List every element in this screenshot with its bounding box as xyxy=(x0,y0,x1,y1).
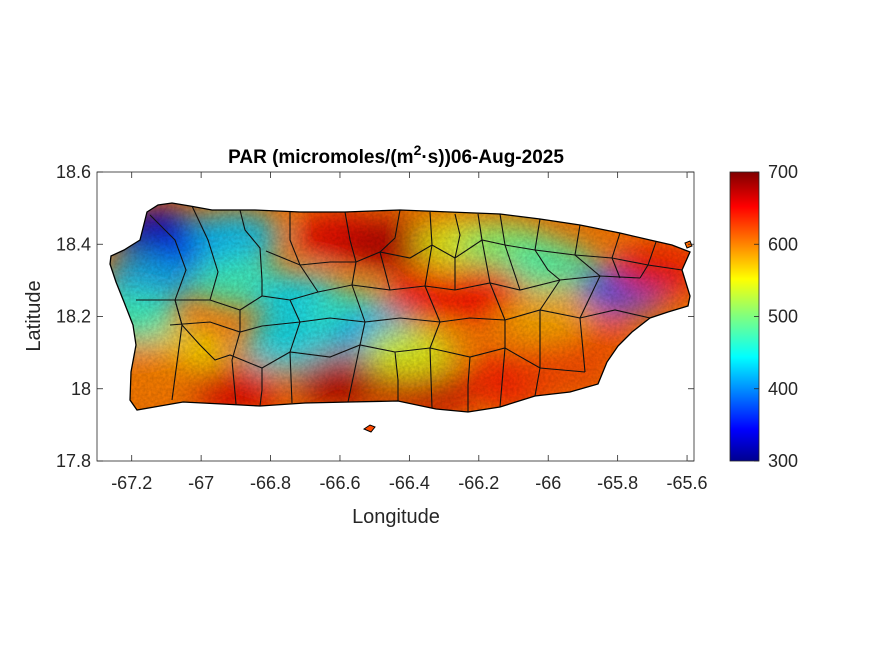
x-tick-label: -65.6 xyxy=(667,473,708,493)
boundary-line xyxy=(534,218,561,281)
boundary-line xyxy=(289,212,319,293)
boundary-line xyxy=(579,275,601,373)
boundary-line xyxy=(344,211,357,286)
boundary-line xyxy=(239,209,263,296)
x-tick-label: -65.8 xyxy=(597,473,638,493)
boundary-line xyxy=(136,275,641,311)
boundary-line xyxy=(424,285,441,409)
boundary-line xyxy=(265,239,683,271)
y-tick-label: 18.4 xyxy=(56,234,91,254)
boundary-line xyxy=(149,214,586,373)
boundary-line xyxy=(454,213,461,290)
boundary-line xyxy=(169,309,651,333)
chart-title: PAR (micromoles/(m2·s))06-Aug-2025 xyxy=(228,142,564,168)
colorbar-tick-label: 700 xyxy=(768,162,798,182)
x-tick-label: -67.2 xyxy=(111,473,152,493)
boundary-line xyxy=(231,310,241,405)
y-tick-label: 18 xyxy=(71,379,91,399)
boundary-line xyxy=(489,282,506,408)
x-tick-label: -66.8 xyxy=(250,473,291,493)
x-tick-label: -67 xyxy=(188,473,214,493)
municipality-boundaries xyxy=(136,205,683,412)
boundary-line xyxy=(347,284,366,403)
islet-caja-de-muertos xyxy=(362,424,376,433)
x-axis-label: Longitude xyxy=(352,506,440,528)
x-tick-label: -66.6 xyxy=(319,473,360,493)
x-tick-label: -66.4 xyxy=(389,473,430,493)
y-tick-label: 17.8 xyxy=(56,451,91,471)
y-tick-label: 18.6 xyxy=(56,162,91,182)
boundary-line xyxy=(289,299,301,404)
boundary-line xyxy=(467,356,471,412)
boundary-line xyxy=(394,351,399,401)
island-coastline xyxy=(109,202,691,413)
colorbar-tick-label: 400 xyxy=(768,379,798,399)
boundary-line xyxy=(171,299,183,401)
boundary-line xyxy=(259,368,263,407)
y-tick-label: 18.2 xyxy=(56,307,91,327)
boundary-line xyxy=(191,205,219,301)
x-tick-label: -66.2 xyxy=(458,473,499,493)
boundary-line xyxy=(379,209,401,291)
x-tick-label: -66 xyxy=(535,473,561,493)
colorbar-tick-label: 500 xyxy=(768,307,798,327)
colorbar-tick-label: 300 xyxy=(768,451,798,471)
y-axis-label: Latitude xyxy=(23,280,45,351)
boundary-line xyxy=(534,279,561,397)
colorbar-tick-label: 600 xyxy=(768,234,798,254)
